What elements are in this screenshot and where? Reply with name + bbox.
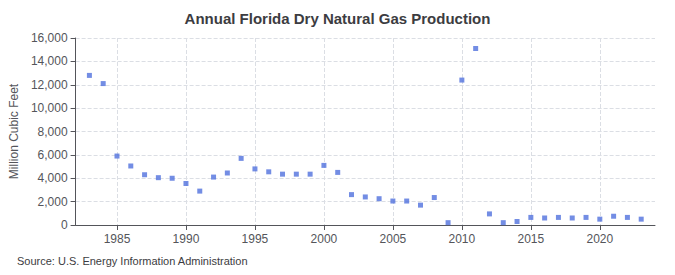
svg-text:2000: 2000 <box>311 232 338 246</box>
svg-text:2,000: 2,000 <box>38 195 68 209</box>
svg-text:1995: 1995 <box>242 232 269 246</box>
svg-text:1990: 1990 <box>173 232 200 246</box>
svg-text:14,000: 14,000 <box>31 54 68 68</box>
svg-text:Million Cubic Feet: Million Cubic Feet <box>7 83 21 179</box>
svg-text:12,000: 12,000 <box>31 78 68 92</box>
svg-text:2015: 2015 <box>517 232 544 246</box>
svg-text:6,000: 6,000 <box>38 148 68 162</box>
svg-text:2010: 2010 <box>449 232 476 246</box>
svg-text:1985: 1985 <box>104 232 131 246</box>
svg-text:10,000: 10,000 <box>31 101 68 115</box>
svg-text:16,000: 16,000 <box>31 31 68 45</box>
svg-text:8,000: 8,000 <box>38 125 68 139</box>
svg-text:2020: 2020 <box>586 232 613 246</box>
svg-text:Source: U.S. Energy Informatio: Source: U.S. Energy Information Administ… <box>17 255 248 267</box>
svg-text:0: 0 <box>61 218 68 232</box>
svg-text:2005: 2005 <box>380 232 407 246</box>
svg-text:Annual Florida Dry Natural Gas: Annual Florida Dry Natural Gas Productio… <box>185 10 491 27</box>
svg-text:4,000: 4,000 <box>38 171 68 185</box>
